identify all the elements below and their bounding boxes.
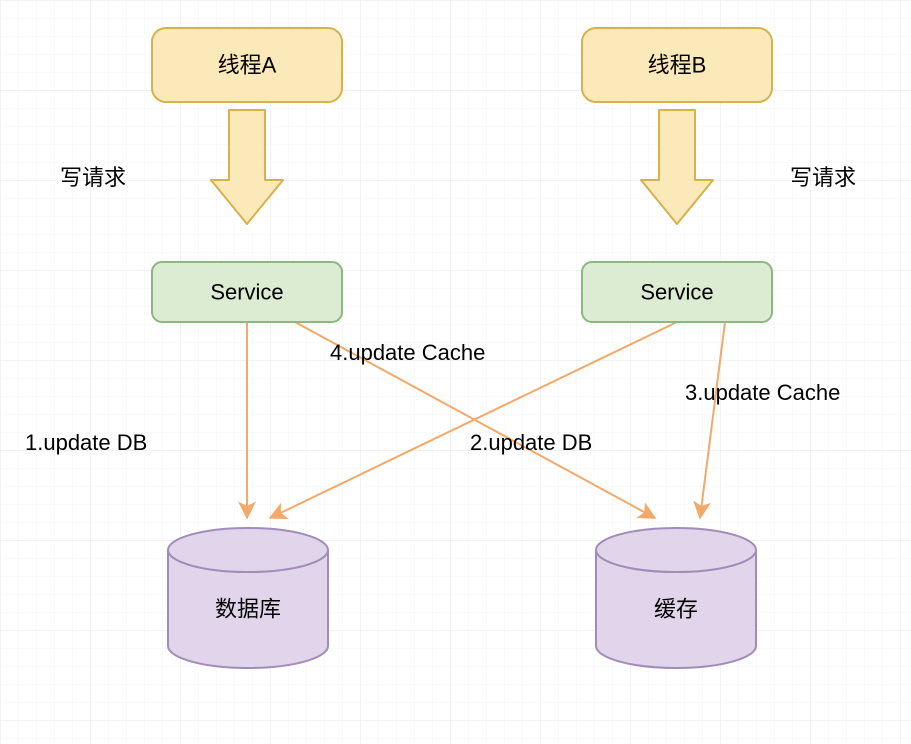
label-write_req_a: 写请求	[60, 160, 126, 192]
node-label-service_a: Service	[210, 280, 283, 305]
node-database-top	[168, 528, 328, 572]
label-write_req_b: 写请求	[790, 160, 856, 192]
label-step2: 2.update DB	[470, 430, 592, 456]
node-label-thread_b: 线程B	[648, 53, 707, 78]
node-label-thread_a: 线程A	[218, 53, 277, 78]
diagram-canvas: 线程A 线程B Service Service 数据库 缓存 写请求 写请求 1.update…	[0, 0, 911, 744]
node-label-cache: 缓存	[654, 597, 698, 622]
label-step4: 4.update Cache	[330, 340, 485, 366]
node-cache-top	[596, 528, 756, 572]
node-label-service_b: Service	[640, 280, 713, 305]
label-step1: 1.update DB	[25, 430, 147, 456]
label-step3: 3.update Cache	[685, 380, 840, 406]
diagram-svg: 线程A 线程B Service Service 数据库 缓存	[0, 0, 911, 744]
node-label-database: 数据库	[215, 597, 281, 622]
